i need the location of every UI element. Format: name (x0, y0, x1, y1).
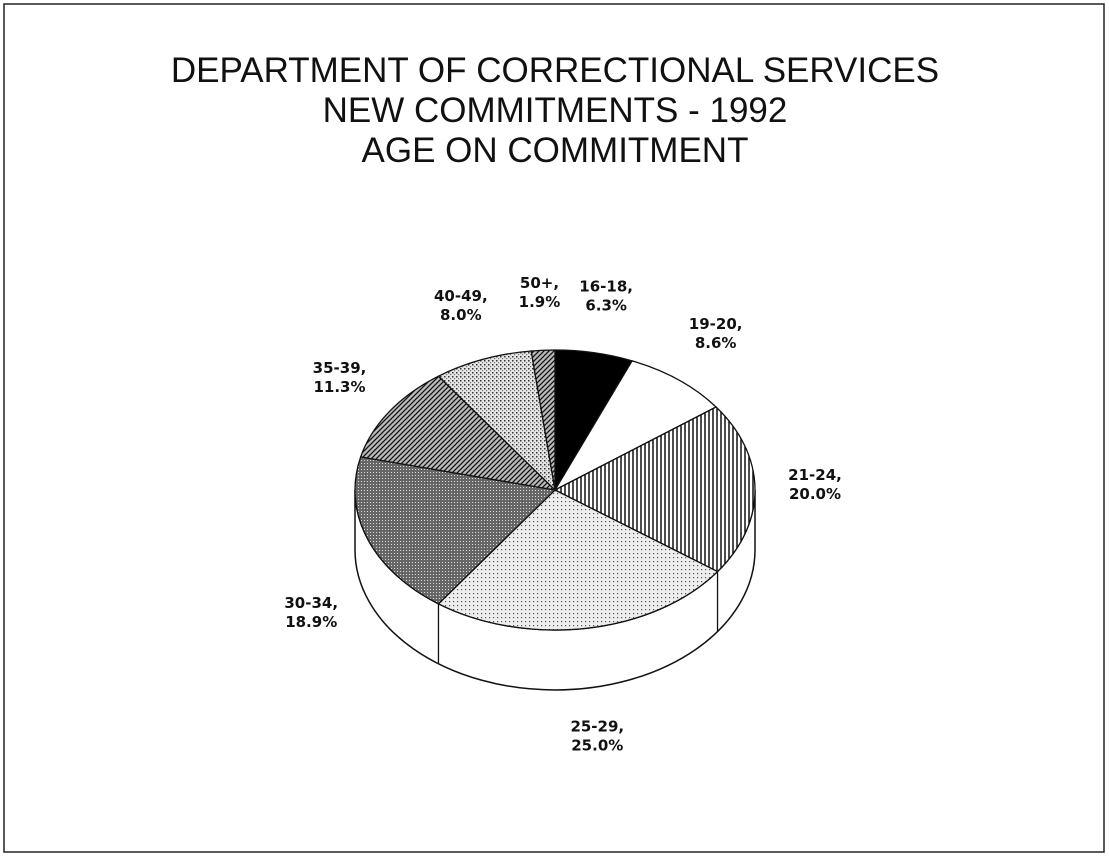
chart-title: DEPARTMENT OF CORRECTIONAL SERVICES (171, 51, 939, 90)
pie-slice (553, 406, 756, 573)
chart-title: NEW COMMITMENTS - 1992 (323, 91, 788, 130)
slice-value: 25.0% (571, 737, 623, 755)
pie-slice (553, 360, 718, 492)
slice-value: 8.0% (440, 306, 482, 324)
slice-value: 6.3% (585, 297, 627, 315)
slice-label: 21-24, (788, 466, 842, 484)
slice-label: 16-18, (579, 278, 633, 296)
frame (3, 3, 1105, 853)
slice-value: 1.9% (519, 293, 561, 311)
pie-slice (437, 489, 719, 631)
slice-label: 30-34, (284, 594, 338, 612)
slice-value: 8.6% (695, 334, 737, 352)
slice-value: 11.3% (313, 378, 365, 396)
chart-title: AGE ON COMMITMENT (362, 131, 749, 170)
pie-slice (354, 456, 557, 605)
slice-label: 25-29, (570, 718, 624, 736)
slice-label: 50+, (520, 274, 559, 292)
slice-value: 20.0% (789, 485, 841, 503)
slice-value: 18.9% (285, 613, 337, 631)
pie-slice (359, 375, 557, 491)
pie-slice (530, 349, 556, 491)
slice-label: 19-20, (689, 315, 743, 333)
slice-label: 35-39, (313, 359, 367, 377)
slice-label: 40-49, (434, 287, 488, 305)
pie-slice (437, 350, 556, 492)
